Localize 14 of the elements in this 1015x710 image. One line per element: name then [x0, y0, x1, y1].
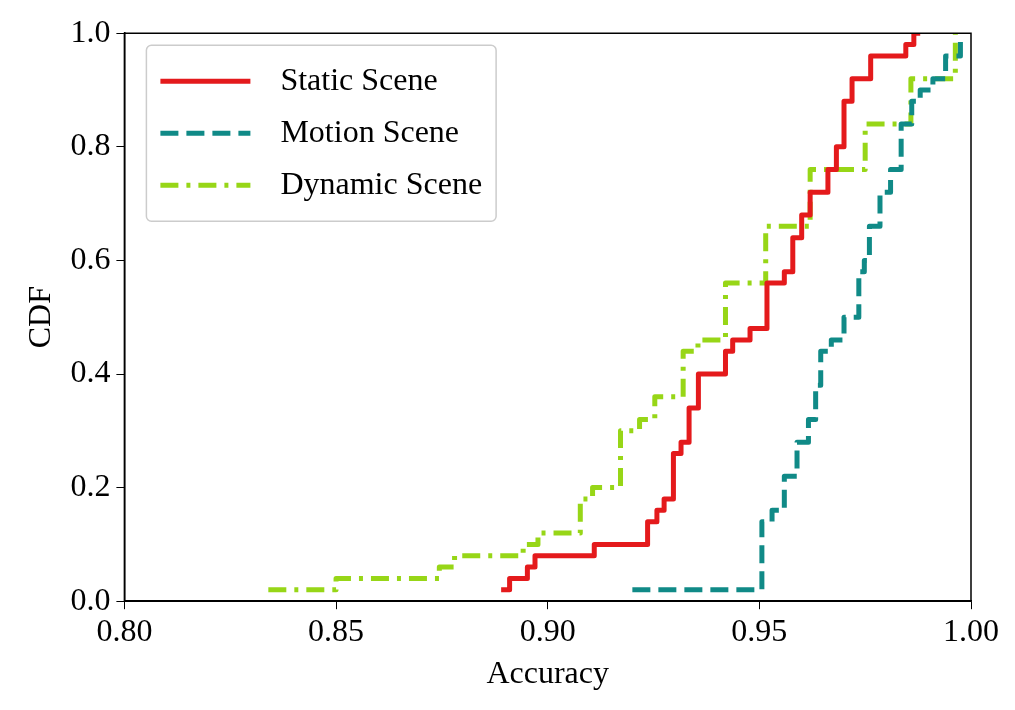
x-tick-label: 0.95: [731, 611, 788, 648]
legend-label: Dynamic Scene: [280, 164, 483, 201]
x-tick-label: 0.85: [308, 611, 365, 648]
x-axis-title: Accuracy: [486, 654, 609, 691]
y-tick-label: 0.8: [70, 126, 111, 163]
legend-label: Motion Scene: [280, 112, 460, 149]
y-tick-label: 0.4: [70, 353, 111, 390]
y-tick-label: 0.6: [70, 239, 111, 276]
x-tick-label: 1.00: [943, 611, 999, 648]
y-tick-label: 1.0: [70, 12, 111, 49]
y-axis-title: CDF: [20, 286, 57, 349]
legend-label: Static Scene: [280, 60, 438, 97]
y-tick-label: 0.2: [70, 467, 111, 504]
x-tick-label: 0.90: [519, 611, 576, 648]
